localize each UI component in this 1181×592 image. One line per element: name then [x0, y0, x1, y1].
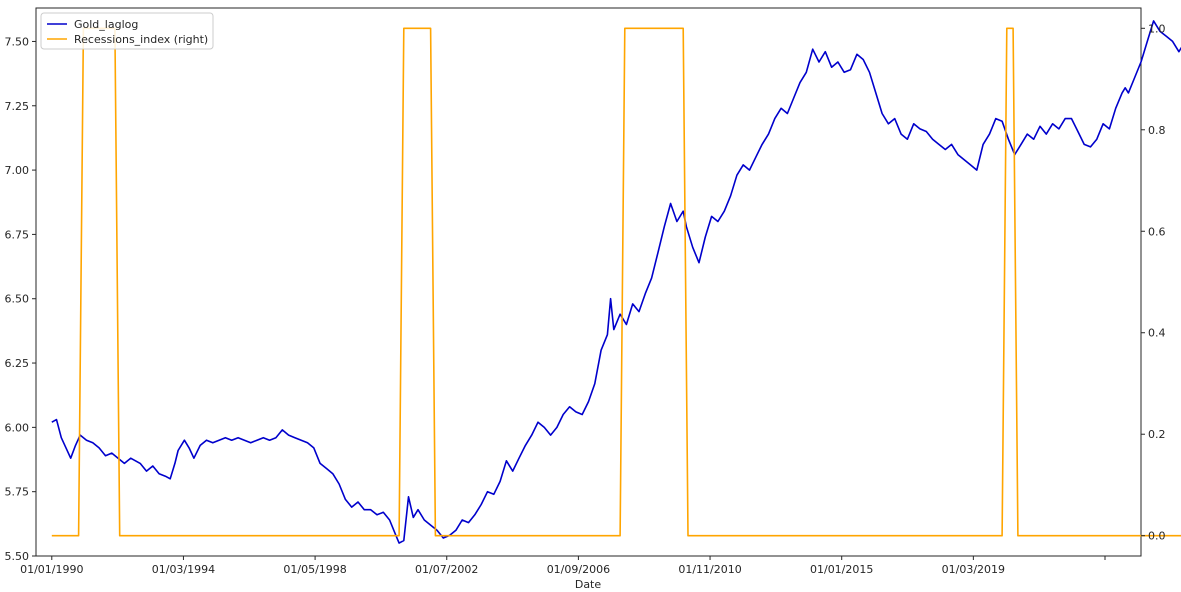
legend-label-0: Gold_laglog: [74, 18, 138, 31]
x-tick-label: 01/09/2006: [547, 563, 610, 576]
x-tick-label: 01/11/2010: [678, 563, 741, 576]
left-tick-label: 6.25: [5, 357, 30, 370]
x-axis-title: Date: [575, 578, 602, 591]
right-axis: 0.0 0.2 0.4 0.6 0.8 1.0: [1141, 22, 1166, 543]
right-tick-label: 1.0: [1148, 22, 1166, 35]
left-tick-label: 7.50: [5, 35, 30, 48]
right-tick-label: 0.6: [1148, 225, 1166, 238]
right-tick-label: 0.8: [1148, 124, 1166, 137]
legend: Gold_laglog Recessions_index (right): [40, 12, 214, 50]
left-tick-label: 5.75: [5, 486, 30, 499]
left-tick-label: 5.50: [5, 550, 30, 563]
left-tick-label: 6.75: [5, 228, 30, 241]
right-tick-label: 0.0: [1148, 530, 1166, 543]
x-tick-label: 01/05/1998: [283, 563, 346, 576]
left-tick-label: 7.00: [5, 164, 30, 177]
plot-frame: [35, 7, 1142, 557]
left-tick-label: 6.00: [5, 421, 30, 434]
right-tick-label: 0.2: [1148, 428, 1166, 441]
x-tick-label: 01/01/1990: [20, 563, 83, 576]
x-tick-label: 01/03/2019: [942, 563, 1005, 576]
x-tick-label: 01/03/1994: [152, 563, 215, 576]
left-tick-label: 6.50: [5, 293, 30, 306]
series-line-0: [51, 20, 1181, 544]
left-tick-label: 7.25: [5, 100, 30, 113]
x-tick-label: 01/07/2002: [415, 563, 478, 576]
x-axis: 01/01/1990 01/03/1994 01/05/1998 01/07/2002…: [20, 556, 1106, 576]
plot-area: [35, 7, 1181, 557]
right-tick-label: 0.4: [1148, 327, 1166, 340]
x-tick-label: 01/01/2015: [810, 563, 873, 576]
legend-label-1: Recessions_index (right): [74, 33, 208, 46]
legend-box: [40, 12, 214, 50]
left-axis: 5.50 5.75 6.00 6.25 6.50 6.75 7.00 7.25 7.50: [5, 35, 36, 563]
